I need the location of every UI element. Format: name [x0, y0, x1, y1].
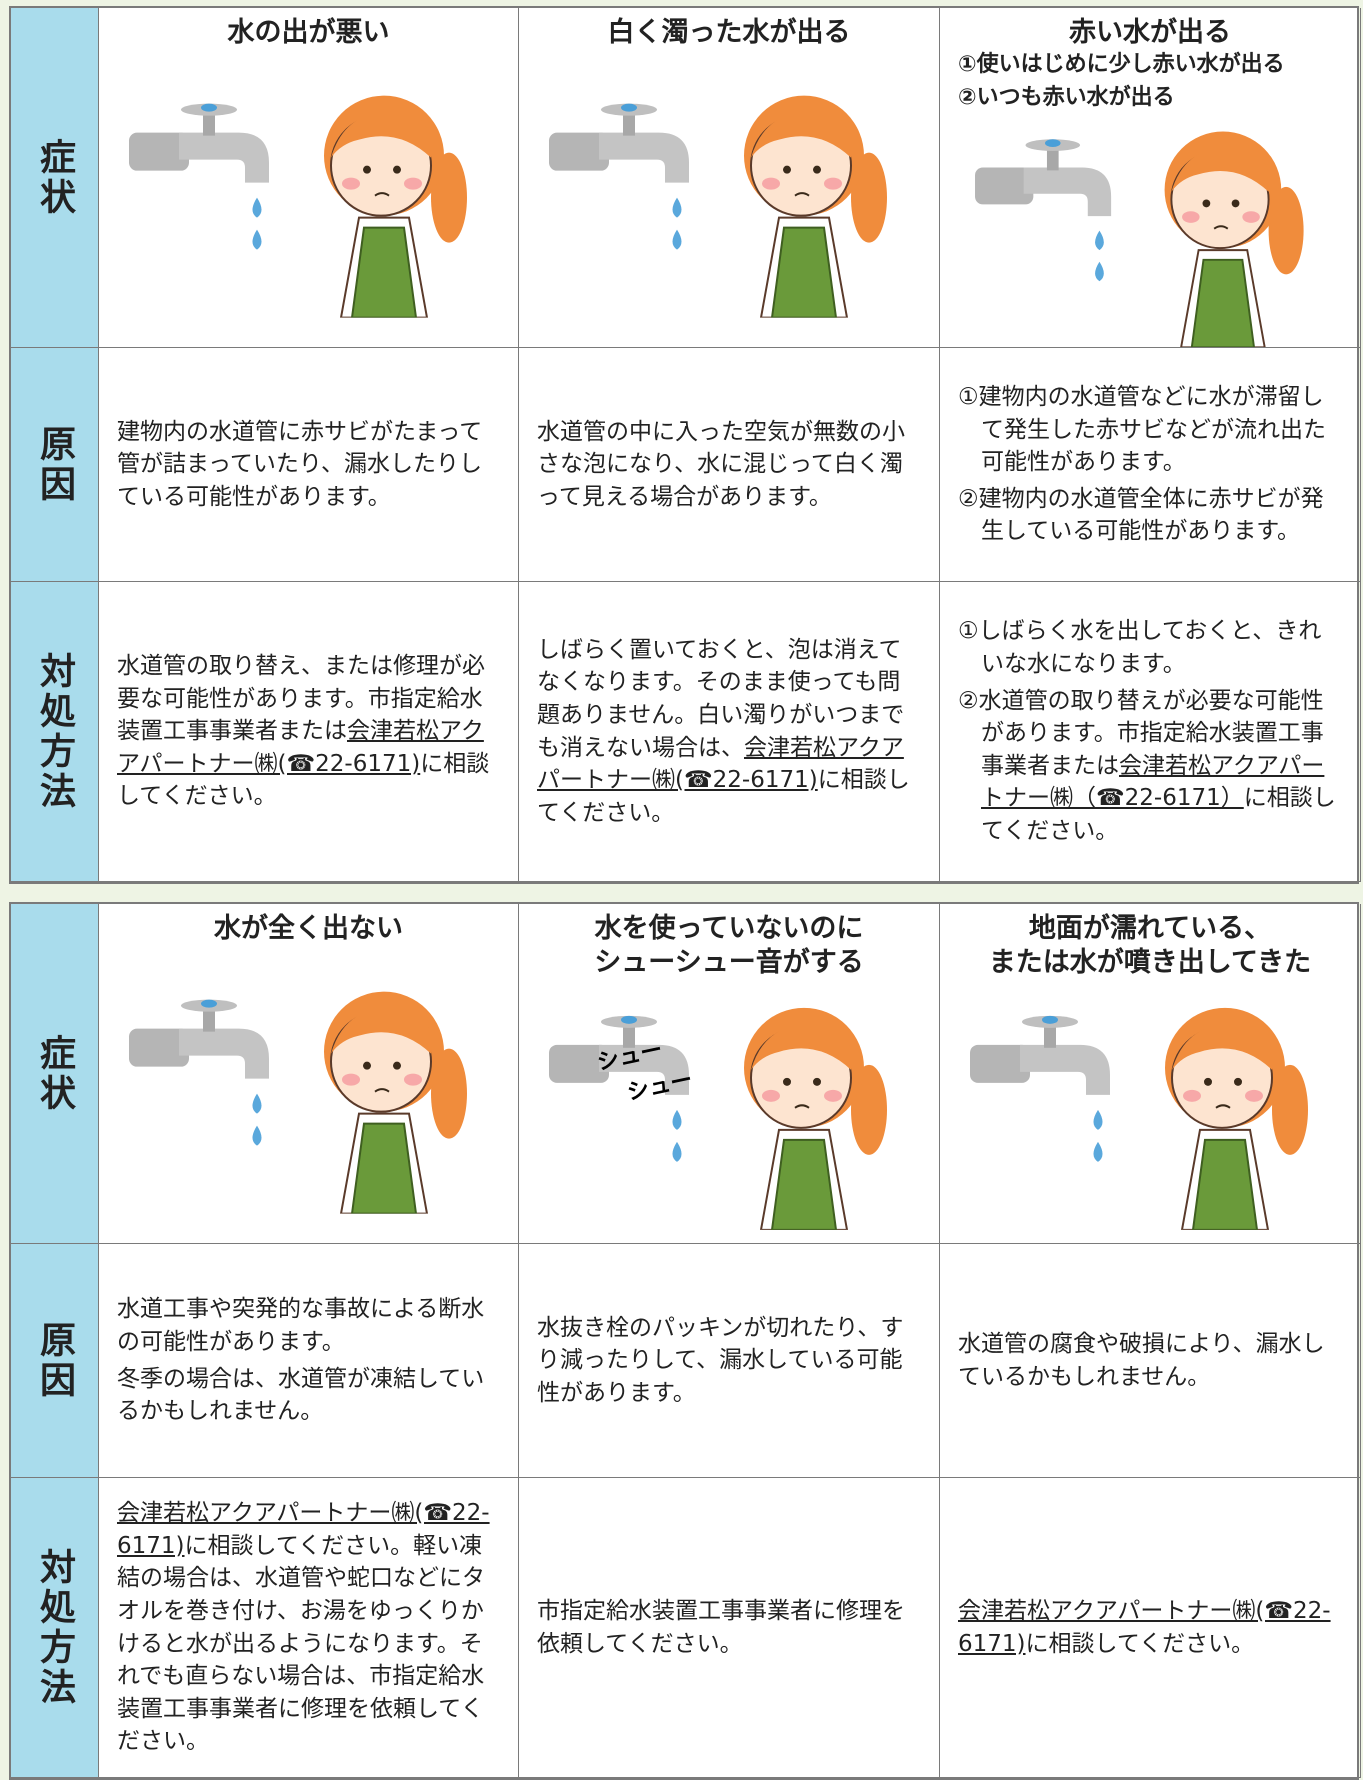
symptom-title: 水を使っていないのに: [594, 913, 864, 944]
cause-text: 冬季の場合は、水道管が凍結しているかもしれません。: [117, 1365, 485, 1425]
symptom-title: 水の出が悪い: [227, 17, 390, 48]
remedy-paragraph: ②水道管の取り替えが必要な可能性があります。市指定給水装置工事事業者または会津若…: [958, 685, 1342, 848]
row-label-text: 原因: [34, 424, 76, 505]
cause-text: 建物内の水道管に赤サビがたまって管が詰まっていたり、漏水したりしている可能性があ…: [117, 418, 483, 510]
cause-text: ②建物内の水道管全体に赤サビが発生している可能性があります。: [958, 485, 1324, 545]
symptom-title: シューシュー音がする: [594, 946, 864, 978]
table: 症状原因対処方法 水が全く出ない水道工事や突発的な事故による断水の可能性があります…: [9, 902, 1361, 1780]
girl: [322, 94, 468, 318]
girl: [1163, 130, 1305, 347]
cause-text: 水抜き栓のパッキンが切れたり、すり減ったりして、漏水している可能性があります。: [537, 1314, 904, 1406]
row-label: 原因: [11, 348, 99, 582]
faucet: [128, 999, 269, 1146]
contact-link: 会津若松アクアパートナー㈱(☎22-6171): [537, 734, 904, 794]
remedy-text: に相談してください。: [981, 785, 1336, 845]
faucet: [975, 138, 1112, 281]
girl: [743, 94, 888, 318]
sound-text: シュー: [625, 1068, 695, 1106]
remedy-paragraph: 会津若松アクアパートナー㈱(☎22-6171)に相談してください。軽い凍結の場合…: [117, 1497, 500, 1758]
symptom-title: 白く濁った水が出る: [607, 17, 851, 48]
cause-cell: 水道管の腐食や破損により、漏水しているかもしれません。: [940, 1244, 1361, 1478]
girl: [743, 1007, 888, 1231]
faucet: [970, 1016, 1110, 1163]
row-label-text: 原因: [34, 1320, 76, 1401]
girl: [1164, 1007, 1309, 1231]
row-label: 症状: [11, 904, 99, 1244]
symptom-cell: 地面が濡れている、 または水が噴き出してきた: [940, 904, 1361, 1244]
illustration: [970, 1007, 1309, 1231]
cause-text: 水道管の中に入った空気が無数の小さな泡になり、水に混じって白く濁って見える場合が…: [537, 418, 905, 510]
remedy-paragraph: 市指定給水装置工事事業者に修理を依頼してください。: [537, 1595, 921, 1660]
symptom-title: または水が噴き出してきた: [988, 946, 1312, 978]
illustration: [128, 990, 468, 1214]
table: 症状原因対処方法 水の出が悪い建物内の水道管に赤サビがたまって管が詰まっていたり、…: [9, 6, 1361, 884]
remedy-cell: しばらく置いておくと、泡は消えてなくなります。そのまま使っても問題ありません。白…: [519, 582, 940, 882]
remedy-text: 市指定給水装置工事事業者に修理を依頼してください。: [537, 1597, 905, 1657]
remedy-paragraph: 水道管の取り替え、または修理が必要な可能性があります。市指定給水装置工事事業者ま…: [117, 650, 500, 813]
illustration: シューシュー: [549, 1007, 888, 1231]
cause-cell: 水道工事や突発的な事故による断水の可能性があります。 冬季の場合は、水道管が凍結し…: [99, 1244, 519, 1478]
illustration: [128, 94, 468, 318]
cause-cell: ①建物内の水道管などに水が滞留して発生した赤サビなどが流れ出た可能性があります。…: [940, 348, 1361, 582]
row-label-text: 対処方法: [34, 651, 76, 812]
cause-cell: 水道管の中に入った空気が無数の小さな泡になり、水に混じって白く濁って見える場合が…: [519, 348, 940, 582]
remedy-text: に相談してください。: [117, 750, 490, 810]
symptom-cell: 水が全く出ない: [99, 904, 519, 1244]
remedy-text: ②水道管の取り替えが必要な可能性があります。市指定給水装置工事事業者または: [958, 687, 1324, 779]
remedy-paragraph: 会津若松アクアパートナー㈱(☎22-6171)に相談してください。: [958, 1595, 1342, 1660]
contact-link: 会津若松アクアパートナー㈱(☎22-6171): [958, 1597, 1331, 1657]
symptom-title: 地面が濡れている、: [1028, 913, 1272, 944]
cause-text: 水道工事や突発的な事故による断水の可能性があります。: [117, 1296, 485, 1355]
remedy-cell: 会津若松アクアパートナー㈱(☎22-6171)に相談してください。軽い凍結の場合…: [99, 1478, 519, 1778]
row-label: 対処方法: [11, 582, 99, 882]
girl: [322, 990, 468, 1214]
cause-cell: 建物内の水道管に赤サビがたまって管が詰まっていたり、漏水したりしている可能性があ…: [99, 348, 519, 582]
remedy-text: 水道管の取り替え、または修理が必要な可能性があります。市指定給水装置工事事業者ま…: [117, 652, 485, 745]
cause-cell: 水抜き栓のパッキンが切れたり、すり減ったりして、漏水している可能性があります。: [519, 1244, 940, 1478]
faucet: [128, 103, 269, 250]
remedy-cell: 会津若松アクアパートナー㈱(☎22-6171)に相談してください。: [940, 1478, 1361, 1778]
remedy-cell: 水道管の取り替え、または修理が必要な可能性があります。市指定給水装置工事事業者ま…: [99, 582, 519, 882]
remedy-cell: ①しばらく水を出しておくと、きれいな水になります。 ②水道管の取り替えが必要な可能…: [940, 582, 1361, 882]
remedy-cell: 市指定給水装置工事事業者に修理を依頼してください。: [519, 1478, 940, 1778]
symptom-cell: 白く濁った水が出る: [519, 8, 940, 348]
symptom-title: 赤い水が出る: [1069, 17, 1231, 48]
row-label-text: 症状: [34, 1033, 76, 1114]
symptom-cell: 赤い水が出る ①使いはじめに少し赤い水が出る ②いつも赤い水が出る: [940, 8, 1361, 348]
cause-text: ①建物内の水道管などに水が滞留して発生した赤サビなどが流れ出た可能性があります。: [958, 383, 1326, 476]
row-label: 症状: [11, 8, 99, 348]
symptom-cell: 水の出が悪い: [99, 8, 519, 348]
illustration: [975, 130, 1305, 347]
symptom-subtitle: ②いつも赤い水が出る: [958, 84, 1175, 110]
faucet: [549, 103, 689, 250]
remedy-text: に相談してください。: [537, 767, 910, 826]
symptom-title: 水が全く出ない: [214, 913, 403, 944]
row-label-text: 症状: [34, 137, 76, 218]
remedy-text: しばらく置いておくと、泡は消えてなくなります。そのまま使っても問題ありません。白…: [537, 636, 905, 761]
remedy-paragraph: ①しばらく水を出しておくと、きれいな水になります。: [958, 615, 1342, 680]
remedy-text: に相談してください。: [1025, 1630, 1255, 1657]
contact-link: 会津若松アクアパートナー㈱（☎22-6171）: [981, 752, 1325, 812]
contact-link: 会津若松アクアパートナー㈱(☎22-6171): [117, 718, 484, 777]
contact-link: 会津若松アクアパートナー㈱(☎22-6171): [117, 1499, 490, 1559]
cause-text: 水道管の腐食や破損により、漏水しているかもしれません。: [958, 1330, 1325, 1390]
symptom-subtitle: ①使いはじめに少し赤い水が出る: [958, 51, 1285, 77]
illustration: [549, 94, 888, 318]
remedy-paragraph: しばらく置いておくと、泡は消えてなくなります。そのまま使っても問題ありません。白…: [537, 634, 921, 830]
row-label: 原因: [11, 1244, 99, 1478]
row-label: 対処方法: [11, 1478, 99, 1778]
remedy-text: ①しばらく水を出しておくと、きれいな水になります。: [958, 618, 1322, 677]
row-label-text: 対処方法: [34, 1547, 76, 1708]
symptom-cell: 水を使っていないのに シューシュー音がするシュー シュー: [519, 904, 940, 1244]
remedy-text: に相談してください。軽い凍結の場合は、水道管や蛇口などにタオルを巻き付け、お湯を…: [117, 1532, 485, 1755]
